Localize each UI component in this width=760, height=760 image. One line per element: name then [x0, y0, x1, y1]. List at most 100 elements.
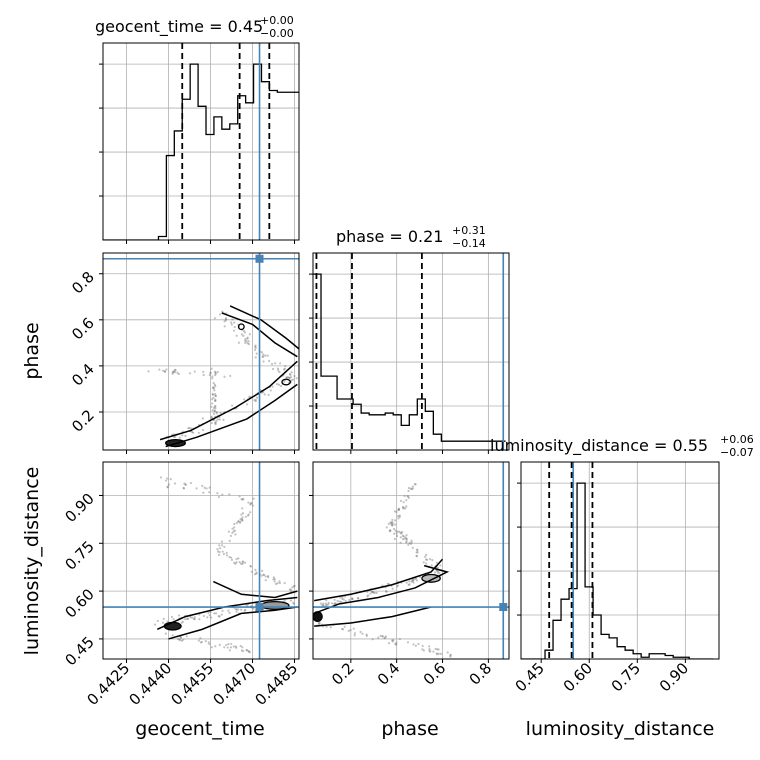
- sample-point: [216, 548, 219, 551]
- sample-point: [171, 371, 174, 374]
- sample-point: [398, 514, 401, 517]
- sample-point: [228, 611, 231, 614]
- sample-point: [324, 602, 327, 605]
- sample-point: [214, 394, 217, 397]
- sample-point: [381, 635, 384, 638]
- sample-point: [397, 517, 400, 520]
- sample-point: [295, 377, 298, 380]
- sample-point: [241, 560, 244, 563]
- sample-point: [262, 573, 265, 576]
- sample-point: [271, 367, 275, 371]
- y-tick-label: 0.8: [68, 268, 98, 298]
- sample-point: [246, 342, 249, 345]
- sample-point: [437, 652, 440, 655]
- sample-point: [191, 430, 194, 434]
- sample-point: [407, 543, 410, 546]
- sample-point: [262, 360, 265, 363]
- sample-point: [344, 599, 347, 603]
- sample-point: [336, 599, 339, 603]
- sample-point: [288, 376, 291, 380]
- sample-point: [203, 486, 206, 489]
- sample-point: [392, 639, 395, 642]
- sample-point: [283, 368, 286, 371]
- hist-phase: [313, 253, 506, 450]
- svg-text:−0.07: −0.07: [720, 446, 754, 459]
- svg-text:+0.00: +0.00: [260, 14, 294, 27]
- sample-point: [408, 541, 411, 545]
- sample-point: [212, 387, 216, 390]
- sample-point: [375, 591, 378, 594]
- sample-point: [415, 579, 419, 582]
- sample-point: [391, 640, 394, 643]
- sample-point: [398, 515, 401, 518]
- sample-point: [356, 597, 360, 600]
- sample-point: [255, 396, 259, 399]
- sample-point: [388, 530, 391, 533]
- sample-point: [394, 519, 397, 522]
- sample-point: [216, 370, 219, 374]
- sample-point: [402, 501, 405, 504]
- sample-point: [228, 555, 231, 559]
- sample-point: [278, 371, 281, 374]
- sample-point: [242, 329, 245, 333]
- sample-point: [254, 344, 257, 347]
- sample-point: [241, 498, 244, 501]
- sample-point: [412, 578, 415, 581]
- sample-point: [243, 609, 246, 612]
- sample-point: [209, 610, 212, 614]
- sample-point: [415, 555, 418, 558]
- sample-point: [212, 396, 215, 400]
- sample-point: [397, 507, 401, 510]
- sample-point: [241, 507, 244, 510]
- sample-point: [220, 540, 224, 543]
- sample-point: [287, 376, 291, 379]
- sample-point: [285, 376, 288, 379]
- sample-point: [233, 522, 236, 526]
- density-contour: [229, 305, 299, 350]
- sample-point: [199, 637, 202, 640]
- sample-point: [293, 584, 296, 587]
- sample-point: [214, 423, 217, 426]
- density-contour: [168, 606, 298, 640]
- sample-point: [220, 613, 223, 616]
- sample-point: [434, 647, 437, 650]
- sample-point: [377, 636, 380, 639]
- sample-point: [243, 398, 246, 401]
- sample-point: [348, 598, 351, 602]
- sample-point: [211, 402, 214, 405]
- hist-panel-phase: [309, 252, 510, 454]
- sample-point: [372, 591, 375, 594]
- sample-point: [192, 431, 195, 434]
- sample-point: [433, 571, 437, 574]
- x-tick-label: 0.4425: [83, 659, 133, 709]
- sample-point: [210, 405, 213, 408]
- sample-point: [178, 638, 182, 642]
- sample-point: [397, 508, 401, 511]
- sample-point: [366, 595, 369, 598]
- sample-point: [411, 579, 414, 582]
- sample-point: [164, 370, 167, 374]
- sample-point: [179, 636, 182, 639]
- sample-point: [172, 370, 175, 373]
- sample-point: [400, 532, 403, 535]
- sample-point: [237, 520, 240, 523]
- sample-point: [341, 628, 345, 631]
- sample-point: [292, 602, 296, 605]
- sample-point: [193, 617, 196, 621]
- sample-point: [166, 620, 169, 623]
- sample-point: [188, 372, 192, 375]
- sample-point: [283, 380, 286, 383]
- sample-point: [290, 371, 293, 374]
- sample-point: [414, 644, 417, 647]
- sample-point: [241, 519, 244, 522]
- sample-point: [231, 531, 234, 534]
- sample-point: [247, 343, 250, 346]
- sample-point: [228, 649, 231, 652]
- x-tick-label: 0.2: [328, 659, 358, 689]
- sample-point: [411, 487, 414, 490]
- sample-point: [166, 485, 169, 488]
- sample-point: [254, 398, 257, 401]
- xlabel-geocent-time: geocent_time: [135, 718, 264, 740]
- sample-point: [218, 418, 221, 421]
- sample-point: [292, 585, 295, 588]
